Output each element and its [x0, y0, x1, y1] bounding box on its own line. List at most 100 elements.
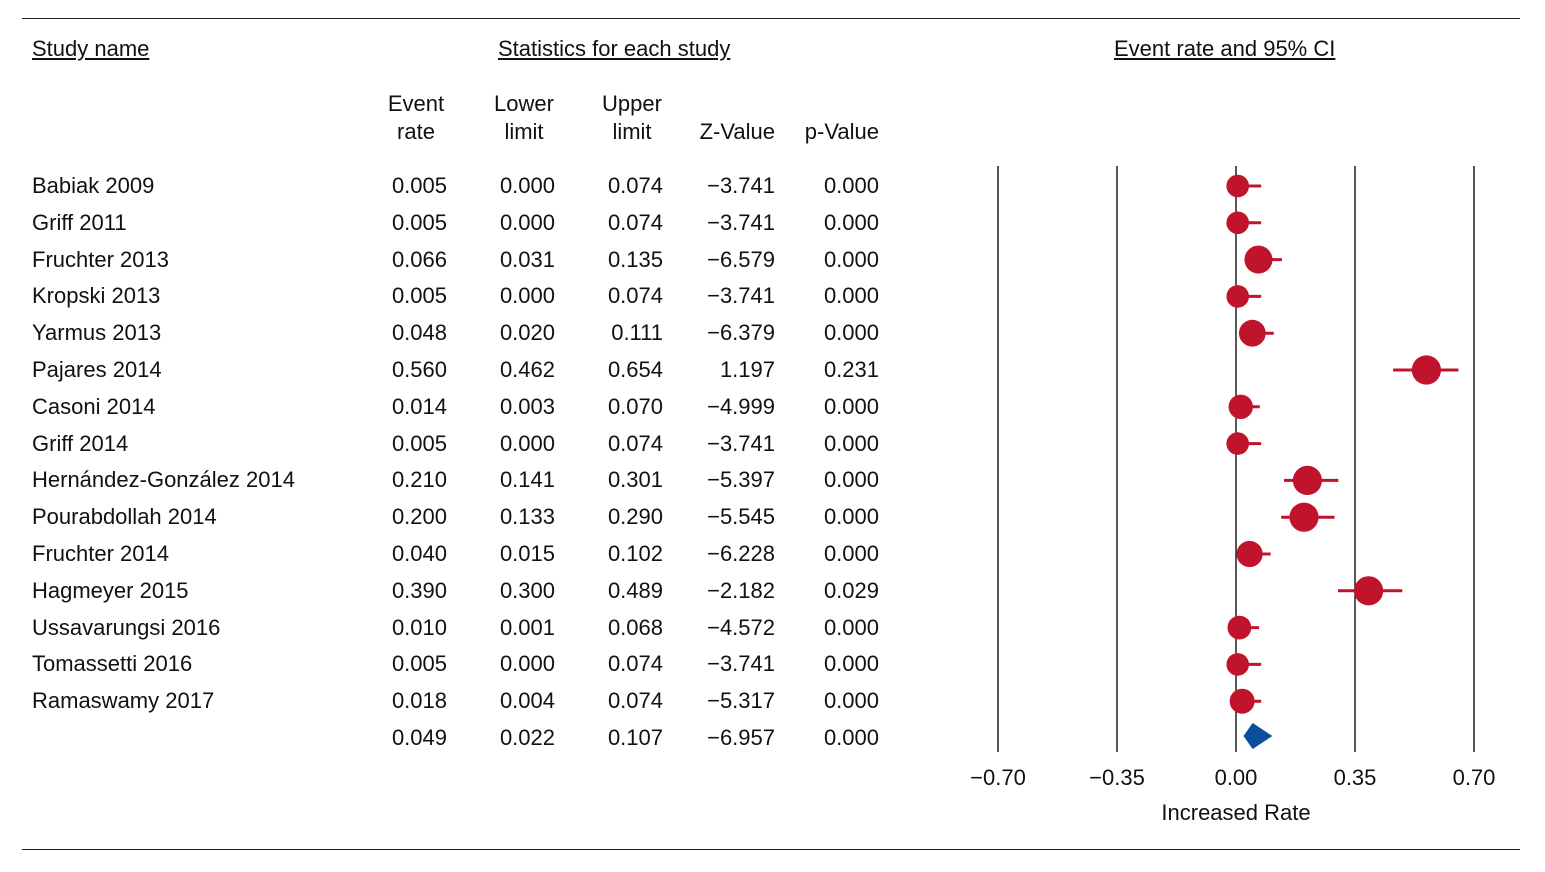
- z-value-cell: −3.741: [707, 209, 775, 235]
- p-value-cell: 0.000: [823, 320, 879, 346]
- lower-limit-cell: 0.141: [499, 467, 555, 493]
- z-value-cell: −5.545: [707, 504, 775, 530]
- event-rate-cell: 0.010: [391, 614, 447, 640]
- upper-limit-cell: 0.102: [607, 541, 663, 566]
- study-point: [1226, 432, 1249, 455]
- z-value-cell: −6.379: [707, 320, 775, 346]
- column-header-line2: limit: [504, 119, 544, 144]
- study-point: [1354, 576, 1384, 606]
- event-rate-cell: 0.005: [391, 209, 447, 235]
- x-tick-label: 0.70: [1453, 765, 1496, 790]
- column-header-line2: p-Value: [804, 119, 879, 144]
- column-header-line1: Event: [387, 91, 445, 116]
- plot-header: Event rate and 95% CI: [1114, 36, 1336, 61]
- z-value-cell: −3.741: [707, 173, 775, 198]
- study-point: [1289, 502, 1319, 532]
- lower-limit-cell: 0.022: [499, 725, 555, 750]
- p-value-cell: 0.000: [823, 246, 879, 272]
- upper-limit-cell: 0.111: [611, 320, 663, 346]
- lower-limit-cell: 0.015: [499, 541, 555, 566]
- upper-limit-cell: 0.107: [607, 725, 663, 750]
- upper-limit-cell: 0.074: [607, 209, 663, 235]
- lower-limit-cell: 0.000: [499, 430, 555, 456]
- event-rate-cell: 0.018: [391, 688, 447, 714]
- lower-limit-cell: 0.000: [499, 209, 555, 235]
- p-value-cell: 0.000: [823, 504, 879, 530]
- lower-limit-cell: 0.000: [499, 283, 555, 309]
- study-name: Tomassetti 2016: [32, 651, 193, 677]
- event-rate-cell: 0.560: [391, 357, 447, 382]
- lower-limit-cell: 0.001: [499, 614, 555, 640]
- study-point: [1292, 465, 1322, 495]
- upper-limit-cell: 0.301: [607, 467, 663, 493]
- study-point: [1228, 394, 1253, 419]
- column-header-line2: limit: [612, 119, 652, 144]
- x-tick-label: 0.35: [1334, 765, 1377, 790]
- lower-limit-cell: 0.462: [499, 357, 555, 382]
- study-name: Hernández-González 2014: [32, 467, 295, 493]
- column-header-line2: Z-Value: [699, 119, 775, 144]
- study-name: Ussavarungsi 2016: [32, 614, 221, 640]
- study-name: Babiak 2009: [32, 173, 155, 198]
- upper-limit-cell: 0.654: [607, 357, 663, 382]
- upper-limit-cell: 0.074: [607, 283, 663, 309]
- event-rate-cell: 0.390: [391, 577, 447, 603]
- z-value-cell: −4.999: [707, 393, 775, 419]
- z-value-cell: −5.317: [707, 688, 775, 714]
- column-header-line1: Lower: [494, 91, 554, 116]
- study-name: Yarmus 2013: [32, 320, 162, 346]
- column-header-upper-limit: Upper limit: [587, 90, 677, 146]
- upper-limit-cell: 0.074: [607, 688, 663, 714]
- lower-limit-cell: 0.133: [499, 504, 555, 530]
- lower-limit-cell: 0.300: [499, 577, 555, 603]
- study-point: [1227, 615, 1252, 640]
- p-value-cell: 0.029: [823, 577, 879, 603]
- p-value-cell: 0.000: [823, 651, 879, 677]
- z-value-cell: −3.741: [707, 651, 775, 677]
- upper-limit-cell: 0.290: [607, 504, 663, 530]
- study-name: Casoni 2014: [32, 393, 156, 419]
- p-value-cell: 0.000: [823, 541, 879, 566]
- z-value-cell: −5.397: [707, 467, 775, 493]
- lower-limit-cell: 0.004: [499, 688, 555, 714]
- lower-limit-cell: 0.003: [499, 393, 555, 419]
- lower-limit-cell: 0.000: [499, 173, 555, 198]
- study-point: [1229, 688, 1255, 714]
- summary-diamond: [1243, 723, 1273, 749]
- study-name: Pajares 2014: [32, 357, 162, 382]
- study-name: Hagmeyer 2015: [32, 577, 189, 603]
- z-value-cell: −2.182: [707, 577, 775, 603]
- study-point: [1236, 540, 1263, 568]
- study-point: [1244, 245, 1273, 274]
- column-header-event-rate: Event rate: [371, 90, 461, 146]
- event-rate-cell: 0.048: [391, 320, 447, 346]
- study-name: Fruchter 2014: [32, 541, 169, 566]
- p-value-cell: 0.000: [823, 688, 879, 714]
- study-name: Fruchter 2013: [32, 246, 169, 272]
- event-rate-cell: 0.005: [391, 651, 447, 677]
- top-rule: [22, 18, 1520, 19]
- p-value-cell: 0.000: [823, 173, 879, 198]
- p-value-cell: 0.000: [823, 209, 879, 235]
- z-value-cell: −6.579: [707, 246, 775, 272]
- column-header-p-value: p-Value: [805, 90, 879, 146]
- upper-limit-cell: 0.489: [607, 577, 663, 603]
- p-value-cell: 0.000: [823, 725, 879, 750]
- study-point: [1411, 355, 1441, 385]
- p-value-cell: 0.000: [823, 467, 879, 493]
- event-rate-cell: 0.200: [391, 504, 447, 530]
- lower-limit-cell: 0.020: [499, 320, 555, 346]
- study-name-header: Study name: [32, 36, 150, 61]
- x-axis-label: Increased Rate: [1161, 800, 1310, 825]
- event-rate-cell: 0.049: [391, 725, 447, 750]
- p-value-cell: 0.000: [823, 283, 879, 309]
- study-point: [1226, 285, 1249, 308]
- event-rate-cell: 0.014: [391, 393, 447, 419]
- event-rate-cell: 0.066: [391, 246, 447, 272]
- event-rate-cell: 0.005: [391, 173, 447, 198]
- study-name: Griff 2011: [32, 209, 127, 235]
- p-value-cell: 0.000: [823, 393, 879, 419]
- z-value-cell: −3.741: [707, 283, 775, 309]
- x-tick-label: −0.35: [1089, 765, 1145, 790]
